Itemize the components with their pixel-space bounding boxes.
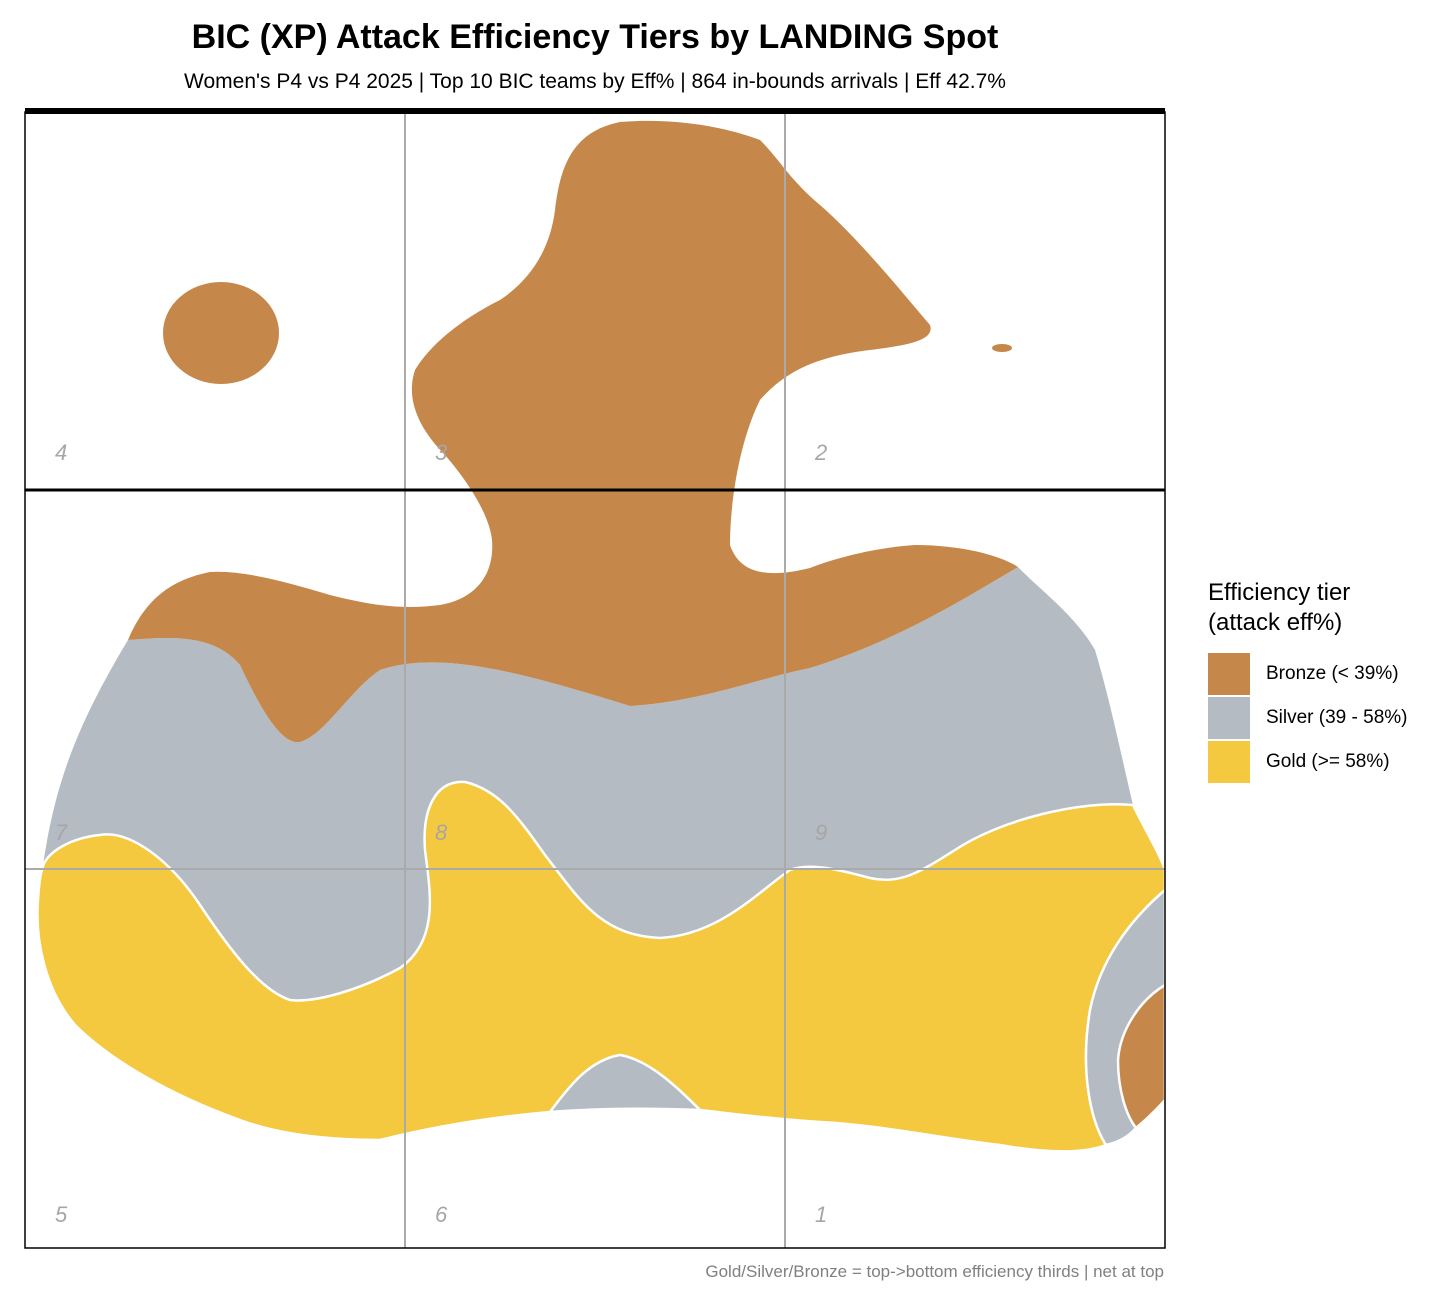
legend-swatch-bronze xyxy=(1208,653,1250,695)
zone-label-4: 4 xyxy=(55,440,67,465)
legend-label-bronze: Bronze (< 39%) xyxy=(1266,663,1399,684)
legend-item-bronze: Bronze (< 39%) xyxy=(1208,652,1408,696)
zone-label-1: 1 xyxy=(815,1202,827,1227)
legend-label-gold: Gold (>= 58%) xyxy=(1266,751,1390,772)
legend: Efficiency tier (attack eff%) Bronze (< … xyxy=(1208,578,1408,784)
gold-region xyxy=(36,780,1167,1153)
chart-subtitle: Women's P4 vs P4 2025 | Top 10 BIC teams… xyxy=(184,70,1006,93)
legend-swatch-silver xyxy=(1208,697,1250,739)
silver-region xyxy=(43,567,1133,1001)
zone-label-6: 6 xyxy=(435,1202,448,1227)
court-plot: 4 3 2 7 8 9 5 6 1 xyxy=(24,108,1167,1249)
legend-item-gold: Gold (>= 58%) xyxy=(1208,740,1408,784)
legend-item-silver: Silver (39 - 58%) xyxy=(1208,696,1408,740)
chart-caption: Gold/Silver/Bronze = top->bottom efficie… xyxy=(705,1262,1164,1281)
zone-label-8: 8 xyxy=(435,820,448,845)
legend-title: Efficiency tier (attack eff%) xyxy=(1208,579,1351,636)
legend-swatch-gold xyxy=(1208,741,1250,783)
chart-title: BIC (XP) Attack Efficiency Tiers by LAND… xyxy=(191,18,999,56)
zone-label-9: 9 xyxy=(815,820,827,845)
bronze-region-right xyxy=(1116,982,1167,1130)
zone-label-3: 3 xyxy=(435,440,448,465)
zone-label-7: 7 xyxy=(55,820,68,845)
bronze-region-small xyxy=(163,282,279,384)
silver-region-bottom xyxy=(547,1053,704,1114)
legend-label-silver: Silver (39 - 58%) xyxy=(1266,707,1408,728)
bronze-region-dot xyxy=(992,344,1012,352)
bronze-region-main xyxy=(128,120,1018,743)
zone-label-5: 5 xyxy=(55,1202,68,1227)
zone-label-2: 2 xyxy=(814,440,827,465)
